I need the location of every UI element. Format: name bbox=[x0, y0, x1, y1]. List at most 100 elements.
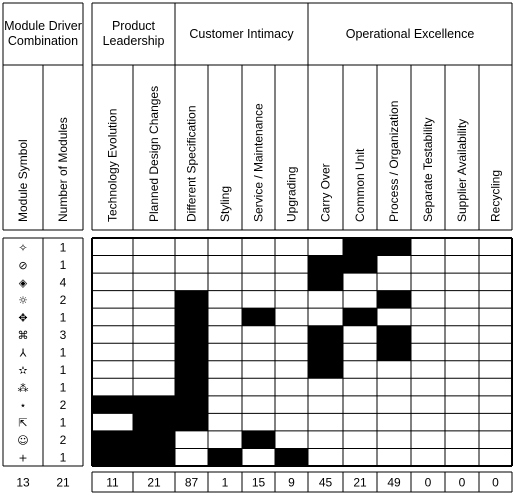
empty-cell bbox=[92, 291, 133, 309]
column-total: 0 bbox=[459, 476, 466, 490]
filled-cell bbox=[175, 308, 208, 326]
empty-cell bbox=[411, 273, 445, 291]
filled-cell bbox=[343, 308, 377, 326]
empty-cell bbox=[479, 343, 512, 361]
module-symbol: ✧ bbox=[18, 241, 27, 254]
empty-cell bbox=[208, 396, 242, 414]
empty-cell bbox=[133, 291, 175, 309]
empty-cell bbox=[133, 378, 175, 396]
empty-cell bbox=[343, 343, 377, 361]
empty-cell bbox=[92, 308, 133, 326]
empty-cell bbox=[175, 256, 208, 274]
filled-cell bbox=[308, 325, 343, 344]
empty-cell bbox=[377, 448, 411, 466]
empty-cell bbox=[343, 273, 377, 291]
empty-cell bbox=[92, 326, 133, 344]
driver-title: Module Driver Combination bbox=[4, 19, 82, 48]
empty-cell bbox=[208, 431, 242, 449]
empty-cell bbox=[92, 238, 133, 256]
empty-cell bbox=[275, 396, 308, 414]
empty-cell bbox=[479, 413, 512, 431]
empty-cell bbox=[445, 413, 479, 431]
module-symbol: ◈ bbox=[19, 276, 28, 289]
column-total: 45 bbox=[319, 476, 333, 490]
filled-cell bbox=[377, 290, 411, 309]
empty-cell bbox=[479, 308, 512, 326]
empty-cell bbox=[343, 413, 377, 431]
column-header: Upgrading bbox=[285, 167, 299, 222]
empty-cell bbox=[479, 256, 512, 274]
column-total: 0 bbox=[492, 476, 499, 490]
empty-cell bbox=[242, 326, 275, 344]
filled-cell bbox=[133, 448, 175, 466]
empty-cell bbox=[445, 291, 479, 309]
module-symbol: ✥ bbox=[18, 311, 27, 324]
empty-cell bbox=[308, 448, 343, 466]
empty-cell bbox=[208, 308, 242, 326]
column-header: Carry Over bbox=[319, 163, 333, 222]
empty-cell bbox=[92, 361, 133, 379]
empty-cell bbox=[343, 291, 377, 309]
empty-cell bbox=[242, 448, 275, 466]
module-symbol: ⌘ bbox=[18, 329, 29, 342]
filled-cell bbox=[133, 430, 175, 449]
empty-cell bbox=[275, 413, 308, 431]
filled-cell bbox=[208, 448, 242, 466]
filled-cell bbox=[343, 238, 377, 256]
empty-cell bbox=[208, 273, 242, 291]
empty-cell bbox=[411, 291, 445, 309]
empty-cell bbox=[411, 238, 445, 256]
empty-cell bbox=[343, 396, 377, 414]
column-header: Service / Maintenance bbox=[252, 103, 266, 222]
empty-cell bbox=[479, 291, 512, 309]
module-symbol: ⊘ bbox=[18, 259, 27, 272]
empty-cell bbox=[208, 238, 242, 256]
empty-cell bbox=[275, 273, 308, 291]
filled-cell bbox=[133, 413, 175, 431]
empty-cell bbox=[445, 361, 479, 379]
filled-cell bbox=[133, 395, 175, 414]
column-header: Technology Evolution bbox=[106, 109, 120, 222]
empty-cell bbox=[275, 431, 308, 449]
filled-cell bbox=[175, 325, 208, 344]
empty-cell bbox=[175, 273, 208, 291]
filled-cell bbox=[308, 273, 343, 291]
empty-cell bbox=[445, 326, 479, 344]
column-total: 1 bbox=[222, 476, 229, 490]
empty-cell bbox=[343, 448, 377, 466]
empty-cell bbox=[479, 431, 512, 449]
empty-cell bbox=[445, 378, 479, 396]
empty-cell bbox=[133, 238, 175, 256]
group-header: Operational Excellence bbox=[345, 26, 475, 41]
filled-cell bbox=[343, 255, 377, 274]
filled-cell bbox=[175, 395, 208, 414]
empty-cell bbox=[377, 396, 411, 414]
filled-cell bbox=[92, 448, 133, 466]
empty-cell bbox=[208, 361, 242, 379]
empty-cell bbox=[377, 413, 411, 431]
filled-cell bbox=[308, 255, 343, 274]
empty-cell bbox=[275, 326, 308, 344]
empty-cell bbox=[445, 273, 479, 291]
filled-cell bbox=[175, 360, 208, 379]
filled-cell bbox=[92, 430, 133, 449]
filled-cell bbox=[92, 395, 133, 414]
empty-cell bbox=[275, 361, 308, 379]
empty-cell bbox=[343, 378, 377, 396]
module-count: 1 bbox=[60, 240, 67, 254]
module-symbol: ⅄ bbox=[20, 347, 27, 360]
empty-cell bbox=[479, 361, 512, 379]
empty-cell bbox=[175, 238, 208, 256]
total-modules: 21 bbox=[56, 476, 70, 490]
empty-cell bbox=[411, 326, 445, 344]
empty-cell bbox=[175, 431, 208, 449]
module-count: 1 bbox=[60, 363, 67, 377]
module-count: 4 bbox=[60, 275, 67, 289]
module-count: 2 bbox=[60, 398, 67, 412]
filled-cell bbox=[377, 325, 411, 344]
filled-cell bbox=[377, 238, 411, 256]
empty-cell bbox=[377, 273, 411, 291]
module-count: 3 bbox=[60, 328, 67, 342]
empty-cell bbox=[411, 431, 445, 449]
column-header: Common Unit bbox=[353, 148, 367, 222]
